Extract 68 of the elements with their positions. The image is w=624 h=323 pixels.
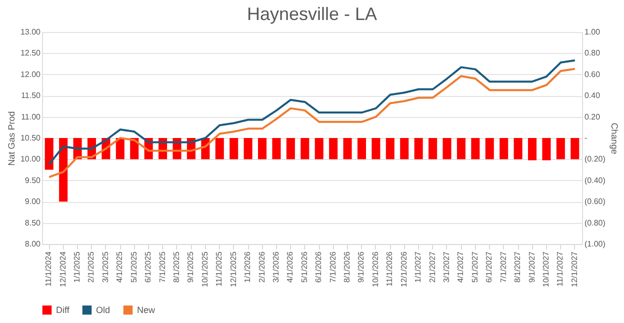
y2-tick-label: (0.40) [584,176,606,185]
x-tick-label: 12/1/2027 [570,250,579,288]
x-tick-label: 5/1/2025 [129,250,138,283]
x-tick-label: 2/1/2025 [86,250,96,283]
x-tick-label: 12/1/2025 [228,250,238,288]
y-tick-label: 10.00 [20,154,42,164]
y-tick-label: 9.50 [24,176,42,185]
y2-tick-label: 0.20 [584,112,601,122]
x-tick-label: 6/1/2026 [314,250,324,283]
x-tick-label: 4/1/2027 [456,250,466,283]
y-tick-label: 8.50 [24,218,42,228]
x-tick-label: 10/1/2026 [370,250,380,288]
x-tick-label: 11/1/2025 [214,250,224,286]
x-tick-label: 5/1/2027 [470,250,480,283]
y2-tick-label: - [584,134,588,142]
x-tick-label: 11/1/2026 [385,250,394,286]
x-tick-label: 9/1/2026 [356,250,366,283]
y-tick-label: 9.00 [24,197,42,206]
legend-label: New [137,305,156,316]
y2-tick-label: 0.80 [584,48,601,58]
y-tick-label: 12.50 [20,48,42,58]
x-tick-label: 12/1/2026 [399,250,408,288]
y2-tick-label: (0.60) [584,197,606,206]
x-tick-label: 6/1/2025 [144,250,153,283]
x-tick-label: 4/1/2025 [115,250,124,283]
x-tick-label: 8/1/2026 [342,250,352,283]
y-tick-label: 8.00 [24,240,42,248]
x-tick-label: 1/1/2027 [414,250,423,283]
x-tick-label: 3/1/2025 [100,250,110,283]
y-tick-label: 11.50 [21,91,42,100]
x-tick-label: 4/1/2026 [286,250,295,283]
y-tick-label: 12.00 [20,70,42,79]
x-tick-label: 2/1/2027 [428,250,437,283]
x-tick-label: 7/1/2025 [158,250,167,283]
line-series [48,68,576,178]
legend-label: Diff [56,305,70,316]
y2-tick-label: 1.00 [584,28,601,36]
x-tick-label: 10/1/2027 [541,250,550,288]
x-tick-label: 11/1/2027 [556,250,565,286]
x-tick-label: 9/1/2027 [527,250,536,283]
x-tick-label: 6/1/2027 [484,250,494,283]
y-tick-label: 10.50 [20,134,42,142]
y2-tick-label: (0.20) [584,154,606,164]
x-tick-label: 9/1/2025 [186,250,196,283]
x-tick-label: 1/1/2025 [72,250,82,283]
y-axis-title: Nat Gas Prod [6,111,16,166]
y2-tick-label: (1.00) [584,240,606,248]
x-tick-label: 10/1/2025 [200,250,210,288]
y2-axis-title: Change [609,122,620,154]
x-tick-label: 1/1/2026 [243,250,252,283]
x-tick-label: 11/1/2024 [44,250,54,286]
x-tick-label: 12/1/2024 [58,250,68,288]
y-tick-label: 13.00 [20,28,42,36]
x-tick-label: 7/1/2027 [498,250,508,283]
y-tick-label: 11.00 [21,112,42,122]
x-tick-label: 5/1/2026 [300,250,309,283]
y2-tick-label: 0.40 [584,91,601,100]
x-tick-label: 3/1/2026 [271,250,280,283]
x-tick-label: 8/1/2027 [513,250,522,283]
legend-label: Old [96,305,110,316]
x-tick-label: 3/1/2027 [442,250,451,283]
x-tick-label: 8/1/2025 [172,250,181,283]
x-tick-label: 2/1/2026 [257,250,266,283]
y2-tick-label: 0.60 [584,70,601,79]
line-series [48,59,576,166]
chart-title: Haynesville - LA [246,4,378,24]
y2-tick-label: (0.80) [584,218,606,228]
x-tick-label: 7/1/2026 [328,250,338,283]
